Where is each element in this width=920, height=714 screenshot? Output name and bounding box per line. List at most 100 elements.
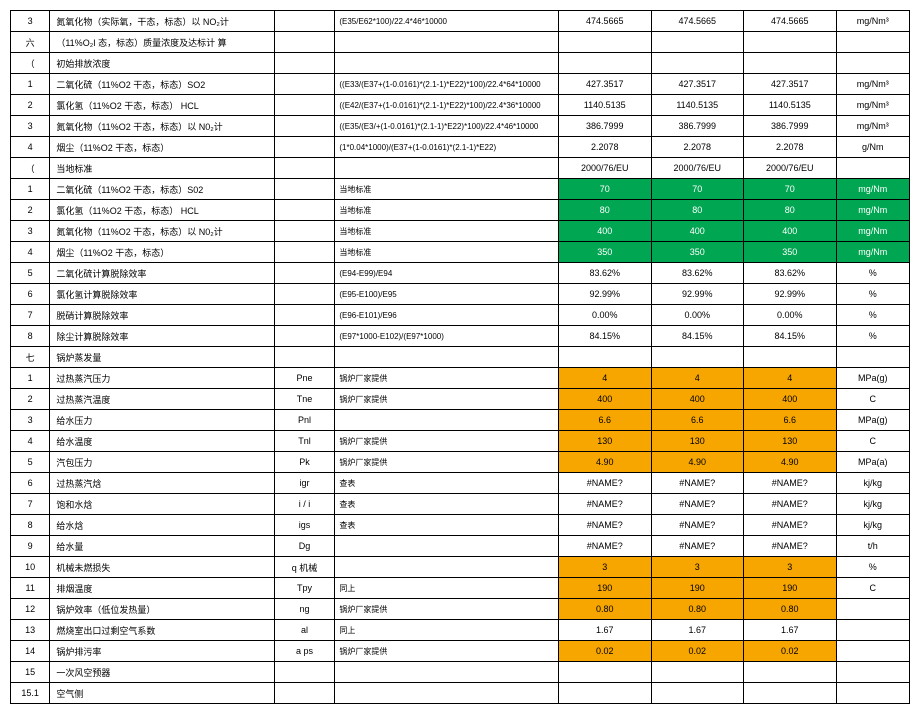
cell: [274, 32, 335, 53]
cell: 2: [11, 95, 50, 116]
data-table: 3氮氧化物（实际氧，干态，标态）以 NO₂计(E35/E62*100)/22.4…: [10, 10, 910, 704]
cell: 400: [651, 389, 744, 410]
table-row: 3氮氧化物（实际氧，干态，标态）以 NO₂计(E35/E62*100)/22.4…: [11, 11, 910, 32]
cell: 饱和水焓: [50, 494, 274, 515]
cell: kj/kg: [836, 473, 909, 494]
table-row: 1二氧化硫（11%O2 干态，标态）S02当地标准707070mg/Nm: [11, 179, 910, 200]
cell: 4: [11, 242, 50, 263]
cell: C: [836, 389, 909, 410]
cell: 400: [744, 221, 837, 242]
cell: mg/Nm: [836, 179, 909, 200]
cell: 当地标准: [335, 200, 559, 221]
cell: 0.00%: [744, 305, 837, 326]
table-row: 2过热蒸汽温度Tne锅炉厂家提供400400400C: [11, 389, 910, 410]
cell: [836, 53, 909, 74]
cell: [274, 305, 335, 326]
cell: C: [836, 431, 909, 452]
cell: 3: [11, 116, 50, 137]
cell: 5: [11, 452, 50, 473]
cell: 427.3517: [651, 74, 744, 95]
table-row: 6过热蒸汽焓igr查表#NAME?#NAME?#NAME?kj/kg: [11, 473, 910, 494]
cell: [274, 158, 335, 179]
cell: (E96-E101)/E96: [335, 305, 559, 326]
cell: 脱硝计算脱除效率: [50, 305, 274, 326]
cell: 13: [11, 620, 50, 641]
cell: #NAME?: [651, 494, 744, 515]
cell: 2.2078: [651, 137, 744, 158]
cell: 400: [558, 221, 651, 242]
cell: #NAME?: [744, 536, 837, 557]
cell: 空气侧: [50, 683, 274, 704]
cell: kj/kg: [836, 515, 909, 536]
cell: [744, 347, 837, 368]
cell: 130: [744, 431, 837, 452]
table-row: 13燃烧室出口过剩空气系数al同上1.671.671.67: [11, 620, 910, 641]
cell: g/Nm: [836, 137, 909, 158]
table-row: 11排烟温度Tpy同上190190190C: [11, 578, 910, 599]
cell: kj/kg: [836, 494, 909, 515]
cell: MPa(a): [836, 452, 909, 473]
cell: [651, 53, 744, 74]
cell: mg/Nm: [836, 221, 909, 242]
cell: [274, 263, 335, 284]
cell: 1140.5135: [744, 95, 837, 116]
cell: #NAME?: [558, 473, 651, 494]
cell: 6.6: [744, 410, 837, 431]
cell: 给水焓: [50, 515, 274, 536]
cell: [335, 32, 559, 53]
cell: [558, 32, 651, 53]
cell: [836, 641, 909, 662]
cell: [836, 599, 909, 620]
cell: 350: [558, 242, 651, 263]
cell: Pnl: [274, 410, 335, 431]
cell: 6: [11, 284, 50, 305]
table-row: 六（11%O₂I 态，标态）质量浓度及达标计 算: [11, 32, 910, 53]
cell: 二氧化硫（11%O2 干态，标态）SO2: [50, 74, 274, 95]
cell: 427.3517: [558, 74, 651, 95]
cell: [744, 53, 837, 74]
cell: [836, 683, 909, 704]
cell: [558, 662, 651, 683]
cell: 0.02: [558, 641, 651, 662]
cell: 15: [11, 662, 50, 683]
cell: 锅炉厂家提供: [335, 431, 559, 452]
cell: mg/Nm³: [836, 74, 909, 95]
cell: #NAME?: [651, 473, 744, 494]
cell: 机械未燃损失: [50, 557, 274, 578]
cell: mg/Nm³: [836, 95, 909, 116]
cell: 386.7999: [651, 116, 744, 137]
cell: [558, 347, 651, 368]
cell: MPa(g): [836, 410, 909, 431]
cell: t/h: [836, 536, 909, 557]
table-row: 3氮氧化物（11%O2 干态，标态）以 N0₂计当地标准400400400mg/…: [11, 221, 910, 242]
cell: 氮氧化物（实际氧，干态，标态）以 NO₂计: [50, 11, 274, 32]
table-row: 15.1空气侧: [11, 683, 910, 704]
cell: 锅炉厂家提供: [335, 452, 559, 473]
cell: 燃烧室出口过剩空气系数: [50, 620, 274, 641]
cell: Tnl: [274, 431, 335, 452]
cell: 10: [11, 557, 50, 578]
cell: al: [274, 620, 335, 641]
cell: 查表: [335, 473, 559, 494]
cell: 130: [651, 431, 744, 452]
cell: Pk: [274, 452, 335, 473]
cell: [274, 200, 335, 221]
cell: 6.6: [651, 410, 744, 431]
cell: #NAME?: [744, 494, 837, 515]
cell: (E94-E99)/E94: [335, 263, 559, 284]
cell: （: [11, 158, 50, 179]
cell: [836, 158, 909, 179]
cell: [335, 347, 559, 368]
cell: (1*0.04*1000)/(E37+(1-0.0161)*(2.1-1)*E2…: [335, 137, 559, 158]
cell: 400: [651, 221, 744, 242]
cell: 1.67: [651, 620, 744, 641]
cell: mg/Nm³: [836, 116, 909, 137]
cell: #NAME?: [651, 536, 744, 557]
cell: 同上: [335, 620, 559, 641]
cell: %: [836, 284, 909, 305]
cell: [274, 662, 335, 683]
cell: 4: [744, 368, 837, 389]
cell: (E97*1000-E102)/(E97*1000): [335, 326, 559, 347]
cell: [335, 662, 559, 683]
cell: 六: [11, 32, 50, 53]
